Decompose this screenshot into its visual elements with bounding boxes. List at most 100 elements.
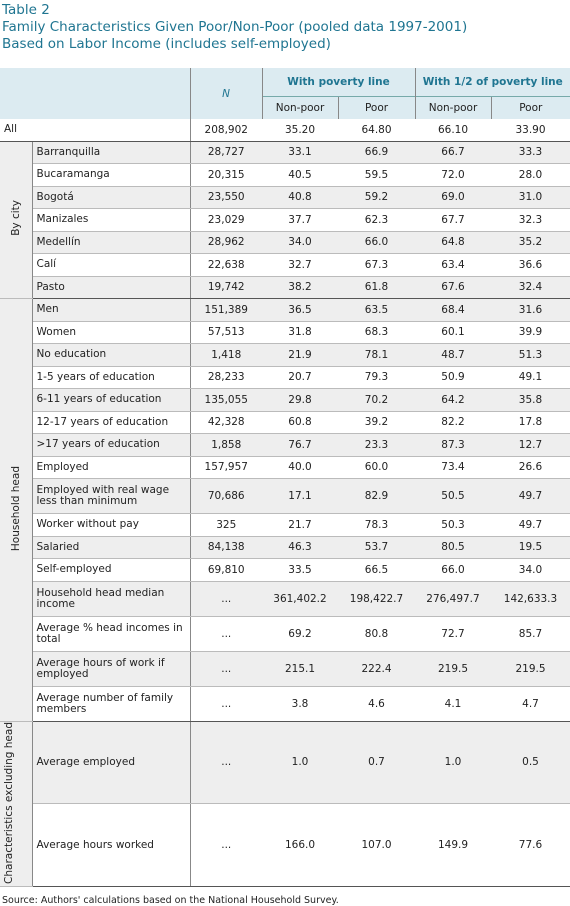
cell: 87.3 bbox=[415, 433, 491, 457]
cell: 67.7 bbox=[415, 208, 491, 232]
cell: 33.5 bbox=[262, 558, 338, 582]
cell: 42,328 bbox=[189, 411, 262, 434]
cell: 84,138 bbox=[189, 536, 262, 559]
cell: 78.3 bbox=[338, 513, 415, 537]
cell: 4.1 bbox=[415, 686, 491, 722]
cell: 23,550 bbox=[189, 186, 262, 209]
cell: 151,389 bbox=[189, 298, 262, 322]
cell: 361,402.2 bbox=[262, 581, 338, 617]
cell: 1,858 bbox=[189, 433, 262, 457]
table-row: Household head median income... 361,402.2… bbox=[0, 581, 570, 617]
row-label: Average hours worked bbox=[32, 803, 190, 888]
cell: 149.9 bbox=[415, 803, 491, 888]
cell: 23.3 bbox=[338, 433, 415, 457]
cell: 31.0 bbox=[491, 186, 570, 209]
table-row: Average number of family members... 3.8 4.… bbox=[0, 686, 570, 722]
table-row: Employed 157,957 40.0 60.0 73.4 26.6 bbox=[0, 456, 570, 479]
cell: 35.20 bbox=[262, 119, 338, 142]
cell: 31.6 bbox=[491, 298, 570, 322]
cell: 49.7 bbox=[491, 513, 570, 537]
table-row: No education 1,418 21.9 78.1 48.7 51.3 bbox=[0, 343, 570, 367]
table-row: Bucaramanga 20,315 40.5 59.5 72.0 28.0 bbox=[0, 163, 570, 187]
table-number: Table 2 bbox=[2, 2, 50, 18]
cell: 50.3 bbox=[415, 513, 491, 537]
cell: 20,315 bbox=[189, 163, 262, 187]
cell: 69,810 bbox=[189, 558, 262, 582]
row-label: Medellín bbox=[32, 231, 190, 254]
cell: 40.8 bbox=[262, 186, 338, 209]
cell: 28,962 bbox=[189, 231, 262, 254]
cell: ... bbox=[189, 721, 262, 805]
table-subtitle: Based on Labor Income (includes self-emp… bbox=[2, 36, 331, 52]
cell: 69.0 bbox=[415, 186, 491, 209]
cell: 21.9 bbox=[262, 343, 338, 367]
cell: 64.8 bbox=[415, 231, 491, 254]
cell: 17.1 bbox=[262, 478, 338, 514]
cell: 219.5 bbox=[491, 651, 570, 687]
row-label: Bogotá bbox=[32, 186, 190, 209]
header-group: With poverty line bbox=[261, 68, 415, 96]
cell: 20.7 bbox=[262, 366, 338, 389]
cell: 135,055 bbox=[189, 388, 262, 412]
cell: 50.9 bbox=[415, 366, 491, 389]
cell: 82.9 bbox=[338, 478, 415, 514]
cell: 39.9 bbox=[491, 321, 570, 344]
row-label: Average number of family members bbox=[32, 686, 190, 722]
table-row: By city Barranquilla 28,727 33.1 66.9 66.7 33.… bbox=[0, 141, 570, 299]
table-row: Calí 22,638 32.7 67.3 63.4 36.6 bbox=[0, 253, 570, 277]
row-label: Men bbox=[32, 298, 190, 322]
cell: ... bbox=[189, 686, 262, 722]
header-n: N bbox=[189, 68, 262, 119]
cell: 66.5 bbox=[338, 558, 415, 582]
table-row: Worker without pay 325 21.7 78.3 50.3 49.7 bbox=[0, 513, 570, 537]
table-row: Employed with real wage less than minimu… bbox=[0, 478, 570, 514]
section-label: Characteristics excluding head bbox=[0, 721, 33, 888]
table-row: Average % head incomes in total... 69.2 80… bbox=[0, 616, 570, 652]
row-label: Average % head incomes in total bbox=[32, 616, 190, 652]
cell: 325 bbox=[189, 513, 262, 537]
cell: 107.0 bbox=[338, 803, 415, 888]
cell: 63.4 bbox=[415, 253, 491, 277]
row-label: Average hours of work if employed bbox=[32, 651, 190, 687]
cell: 60.8 bbox=[262, 411, 338, 434]
cell: 157,957 bbox=[189, 456, 262, 479]
cell: 51.3 bbox=[491, 343, 570, 367]
row-label: Barranquilla bbox=[32, 141, 190, 164]
cell: 66.10 bbox=[415, 119, 491, 142]
cell: 1,418 bbox=[189, 343, 262, 367]
cell: 222.4 bbox=[338, 651, 415, 687]
header-sub: Poor bbox=[490, 95, 570, 119]
cell: 40.0 bbox=[262, 456, 338, 479]
cell: 3.8 bbox=[262, 686, 338, 722]
table-row: Self-employed 69,810 33.5 66.5 66.0 34.0 bbox=[0, 558, 570, 582]
table-row: Pasto 19,742 38.2 61.8 67.6 32.4 bbox=[0, 276, 570, 299]
cell: 66.0 bbox=[338, 231, 415, 254]
row-label: Women bbox=[32, 321, 190, 344]
cell: 67.3 bbox=[338, 253, 415, 277]
section-label-text: By city bbox=[9, 200, 22, 237]
section-label: By city bbox=[0, 141, 33, 299]
section-label: Household head bbox=[0, 298, 33, 722]
cell: 31.8 bbox=[262, 321, 338, 344]
cell: 0.5 bbox=[491, 721, 570, 805]
cell: 19.5 bbox=[491, 536, 570, 559]
row-label: >17 years of education bbox=[32, 433, 190, 457]
cell: 63.5 bbox=[338, 298, 415, 322]
cell: 72.0 bbox=[415, 163, 491, 187]
cell: 33.90 bbox=[491, 119, 570, 142]
table-row: Average hours worked... 166.0 107.0 149.9 77… bbox=[0, 803, 570, 888]
cell: 80.8 bbox=[338, 616, 415, 652]
cell: 4.6 bbox=[338, 686, 415, 722]
cell: 26.6 bbox=[491, 456, 570, 479]
section-label-text: Household head bbox=[9, 465, 22, 551]
table-row: Bogotá 23,550 40.8 59.2 69.0 31.0 bbox=[0, 186, 570, 209]
cell: 1.0 bbox=[262, 721, 338, 805]
cell: 77.6 bbox=[491, 803, 570, 888]
table-row: 1-5 years of education 28,233 20.7 79.3 50.9… bbox=[0, 366, 570, 389]
cell: 67.6 bbox=[415, 276, 491, 299]
table-row: Household head Men 151,389 36.5 63.5 68.4 31.6 bbox=[0, 298, 570, 722]
cell: 85.7 bbox=[491, 616, 570, 652]
cell: 34.0 bbox=[262, 231, 338, 254]
table-row: 6-11 years of education 135,055 29.8 70.2 64… bbox=[0, 388, 570, 412]
